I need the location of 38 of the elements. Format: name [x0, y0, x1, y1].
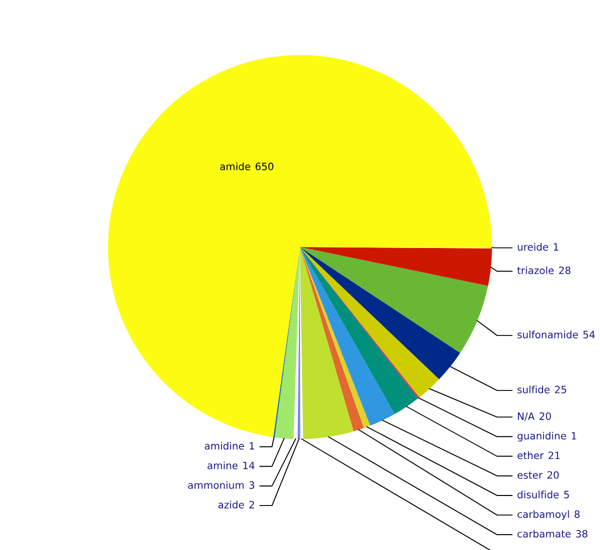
slice-label: amidine	[204, 442, 244, 450]
slice-label: guanidine	[518, 432, 566, 442]
data-label: 5	[564, 490, 569, 498]
data-label: 20	[540, 412, 551, 420]
pie-slice	[300, 247, 488, 353]
pie-slice	[108, 55, 492, 438]
data-label: 8	[574, 510, 580, 518]
slice-label: amine	[208, 462, 238, 470]
slice-label: ether	[518, 451, 544, 460]
data-label: 1	[554, 243, 558, 251]
pie-slice	[300, 247, 460, 380]
slice-label: ureide	[518, 242, 548, 251]
data-label: 1	[250, 442, 254, 450]
data-label: 3	[249, 481, 254, 489]
data-label: 14	[243, 462, 254, 470]
data-label: 650	[256, 162, 274, 170]
pie-slice	[300, 247, 395, 426]
pie-slice	[300, 247, 354, 439]
data-label: 20	[547, 471, 559, 479]
slice-label: ammonium	[188, 481, 244, 489]
slice-label: disulfide	[518, 490, 559, 498]
data-label: 54	[583, 330, 595, 338]
slice-label: amide	[220, 162, 250, 170]
slice-label: N/A	[518, 412, 535, 421]
slice-label: sulfonamide	[518, 330, 578, 338]
slice-label: triazole	[517, 266, 554, 274]
slice-label: azide	[218, 500, 244, 508]
data-label: 25	[555, 386, 566, 394]
data-label: 28	[559, 266, 570, 274]
slice-label: carbamoyl	[518, 510, 569, 520]
data-label: 21	[548, 452, 560, 460]
data-label: 38	[576, 530, 588, 538]
pie-slice	[300, 247, 492, 286]
slice-label: carbamate	[518, 530, 571, 538]
slice-label: sulfide	[518, 386, 550, 394]
data-label: 1	[572, 432, 576, 440]
data-label: 2	[249, 500, 254, 508]
slice-label: ester	[518, 472, 543, 479]
